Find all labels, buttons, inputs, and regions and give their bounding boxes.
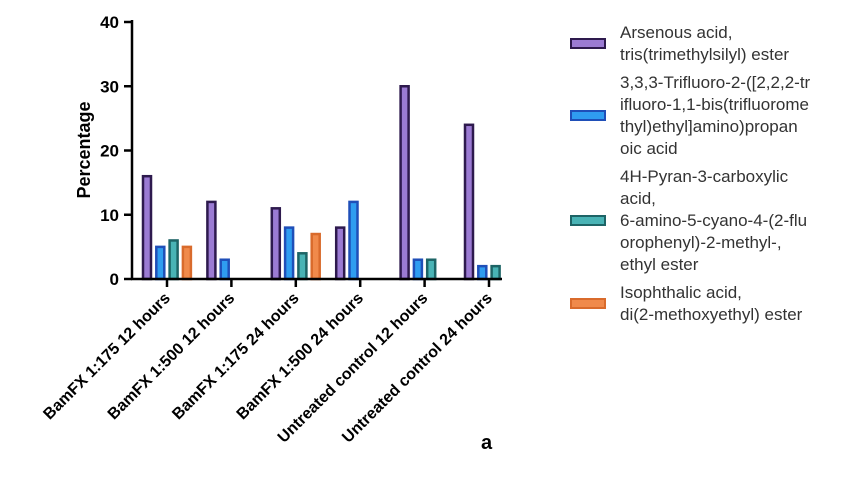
bar-series-4 <box>310 232 321 281</box>
bar-series-3 <box>425 258 437 281</box>
legend-label: Isophthalic acid, di(2-methoxyethyl) est… <box>620 283 803 324</box>
x-tick-label: BamFX 1:175 12 hours <box>40 290 173 423</box>
legend-swatch <box>570 215 606 226</box>
bar-series-1 <box>206 200 217 281</box>
panel-label: a <box>481 432 493 454</box>
legend-item: Isophthalic acid, di(2-methoxyethyl) est… <box>560 282 860 326</box>
legend: Arsenous acid, tris(trimethylsilyl) este… <box>560 22 860 332</box>
y-tick-label: 10 <box>100 206 119 225</box>
legend-swatch <box>570 298 606 309</box>
bar-series-3 <box>168 239 179 281</box>
legend-label: 3,3,3-Trifluoro-2-([2,2,2-tr ifluoro-1,1… <box>620 73 811 158</box>
y-tick-label: 0 <box>110 270 119 289</box>
bar-series-1 <box>270 207 282 281</box>
bar-series-2 <box>348 200 359 281</box>
bar-series-2 <box>219 258 230 281</box>
bar-series-1 <box>141 174 153 281</box>
bar-series-1 <box>334 226 346 281</box>
legend-item: 3,3,3-Trifluoro-2-([2,2,2-tr ifluoro-1,1… <box>560 72 860 160</box>
bar-series-2 <box>477 264 488 281</box>
y-tick-label: 20 <box>100 142 119 161</box>
y-tick-label: 40 <box>100 13 119 32</box>
legend-label: 4H-Pyran-3-carboxylic acid, 6-amino-5-cy… <box>620 167 808 274</box>
bar-series-3 <box>490 264 501 281</box>
legend-label: Arsenous acid, tris(trimethylsilyl) este… <box>620 23 790 64</box>
bar-series-2 <box>155 245 166 281</box>
y-tick-label: 30 <box>100 77 119 96</box>
x-tick-label: BamFX 1:500 12 hours <box>105 290 238 423</box>
legend-swatch <box>570 110 606 121</box>
legend-swatch <box>570 38 606 49</box>
bar-series-1 <box>463 123 475 281</box>
bar-series-2 <box>283 226 295 281</box>
y-axis-title: Percentage <box>74 101 94 198</box>
bar-series-4 <box>181 245 193 281</box>
bar-series-2 <box>412 258 424 281</box>
legend-item: Arsenous acid, tris(trimethylsilyl) este… <box>560 22 860 66</box>
x-tick-label: BamFX 1:175 24 hours <box>169 290 302 423</box>
bar-series-3 <box>297 252 308 281</box>
bar-series-1 <box>399 85 410 281</box>
x-tick-label: BamFX 1:500 24 hours <box>234 290 367 423</box>
legend-item: 4H-Pyran-3-carboxylic acid, 6-amino-5-cy… <box>560 166 860 276</box>
